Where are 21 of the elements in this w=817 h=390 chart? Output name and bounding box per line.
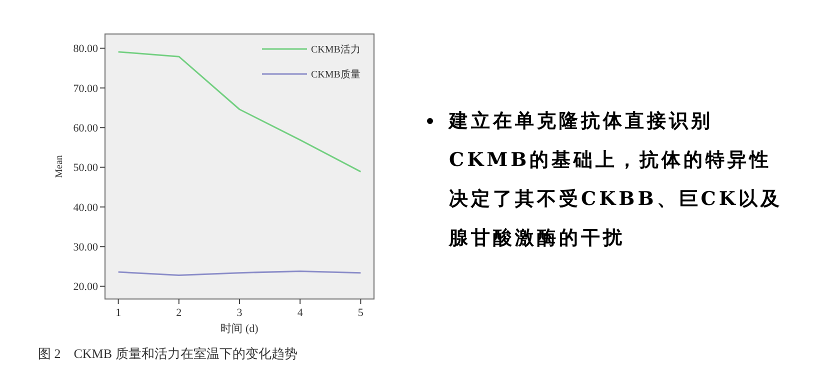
legend-label: CKMB质量	[311, 68, 360, 80]
y-tick-label: 20.00	[73, 281, 98, 294]
caption: 图 2 CKMB 质量和活力在室温下的变化趋势	[38, 346, 298, 361]
x-axis-title: 时间 (d)	[220, 322, 259, 335]
text: 腺甘酸激酶的干扰	[448, 227, 625, 249]
text: 决定了其不受CKBB、巨CK以及	[449, 188, 782, 210]
y-tick-label: 40.00	[73, 202, 98, 214]
x-tick-label: 5	[358, 307, 364, 319]
y-tick-label: 50.00	[73, 162, 98, 174]
y-tick-label: 80.00	[73, 43, 98, 56]
x-tick-label: 1	[116, 307, 122, 319]
y-axis-title: Mean	[54, 155, 65, 178]
x-tick-label: 3	[236, 307, 243, 319]
x-tick-label: 4	[297, 307, 304, 319]
x-tick-label: 2	[176, 307, 182, 319]
text: CKMB的基础上，抗体的特异性	[449, 149, 772, 171]
y-tick-label: 70.00	[73, 82, 98, 95]
legend-label: CKMB活力	[311, 44, 360, 56]
text: 建立在单克隆抗体直接识别	[447, 110, 713, 132]
y-tick-label: 30.00	[73, 241, 98, 254]
y-tick-label: 60.00	[73, 122, 98, 134]
